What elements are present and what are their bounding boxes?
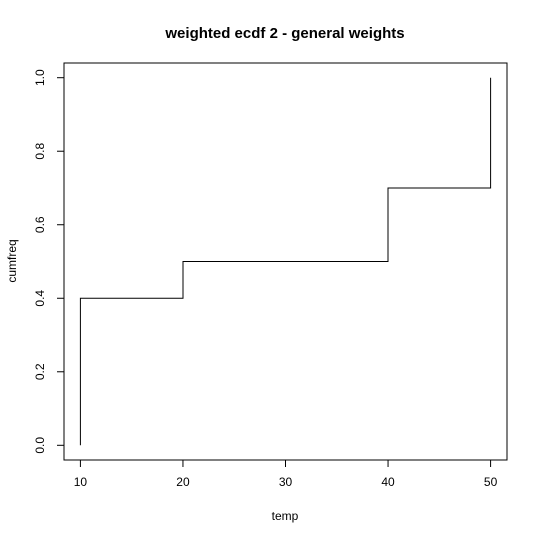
x-axis: 10 20 30 40 50 — [74, 459, 498, 489]
y-tick-label: 0.0 — [33, 437, 47, 454]
x-tick-label: 50 — [484, 475, 498, 489]
x-tick-label: 20 — [176, 475, 190, 489]
x-axis-label: temp — [272, 509, 299, 523]
chart-title: weighted ecdf 2 - general weights — [164, 25, 404, 42]
y-tick-label: 1.0 — [33, 69, 47, 86]
x-tick-label: 40 — [381, 475, 395, 489]
y-tick-label: 0.6 — [33, 216, 47, 233]
x-tick-label: 30 — [279, 475, 293, 489]
y-axis-label: cumfreq — [5, 239, 19, 282]
y-axis: 0.0 0.2 0.4 0.6 0.8 1.0 — [33, 69, 65, 454]
y-tick-label: 0.8 — [33, 143, 47, 160]
x-tick-label: 10 — [74, 475, 88, 489]
y-tick-label: 0.2 — [33, 363, 47, 380]
ecdf-step-line — [79, 77, 492, 446]
y-tick-label: 0.4 — [33, 290, 47, 307]
